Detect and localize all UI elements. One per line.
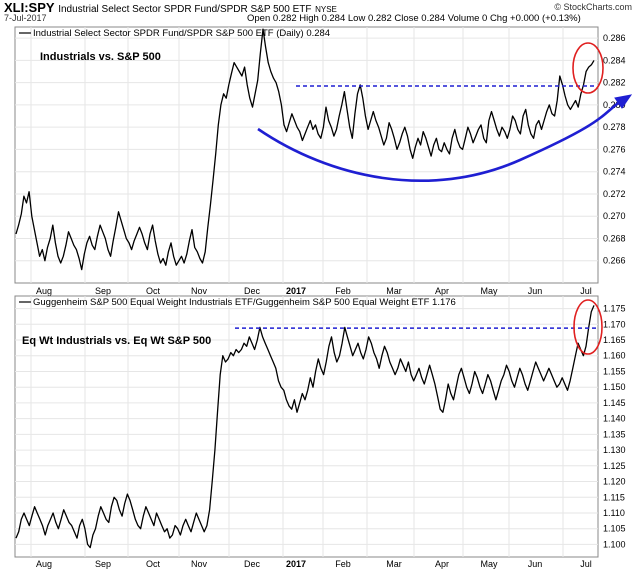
ohlc-readout: Open 0.282 High 0.284 Low 0.282 Close 0.… (247, 13, 581, 24)
x-tick-label: Nov (191, 559, 208, 569)
legend-label: Guggenheim S&P 500 Equal Weight Industri… (33, 297, 456, 308)
y-tick-label: 1.150 (603, 382, 626, 392)
y-tick-label: 1.125 (603, 461, 626, 471)
x-tick-label: Aug (36, 286, 52, 296)
x-tick-label: Mar (386, 286, 402, 296)
y-tick-label: 0.282 (603, 78, 626, 88)
chart-symbol: XLI:SPY Industrial Select Sector SPDR Fu… (4, 1, 337, 15)
x-tick-label: Apr (435, 286, 449, 296)
y-tick-label: 1.160 (603, 351, 626, 361)
y-tick-label: 0.278 (603, 122, 626, 132)
chart-date: 7-Jul-2017 (4, 13, 47, 23)
y-tick-label: 0.268 (603, 233, 626, 243)
x-tick-label: Oct (146, 559, 161, 569)
x-tick-label: Dec (244, 286, 261, 296)
chart-header: XLI:SPY Industrial Select Sector SPDR Fu… (0, 0, 640, 26)
symbol-text: XLI:SPY (4, 0, 55, 15)
breakout-circle (573, 299, 603, 355)
y-tick-label: 0.266 (603, 256, 626, 266)
series-line (15, 305, 595, 549)
y-tick-label: 1.105 (603, 524, 626, 534)
x-tick-label: Feb (335, 286, 351, 296)
y-tick-label: 0.270 (603, 211, 626, 221)
y-tick-label: 1.100 (603, 539, 626, 549)
stockcharts-brand: © StockCharts.com (554, 2, 632, 12)
y-tick-label: 1.140 (603, 414, 626, 424)
chart-annotation: Eq Wt Industrials vs. Eq Wt S&P 500 (22, 335, 211, 347)
breakout-circle (572, 42, 604, 94)
y-tick-label: 1.130 (603, 445, 626, 455)
y-tick-label: 1.115 (603, 492, 625, 502)
y-tick-label: 1.110 (603, 508, 625, 518)
chart-panel-1: 0.2860.2840.2820.2800.2780.2760.2740.272… (14, 26, 633, 296)
x-tick-label: Jul (580, 286, 592, 296)
y-tick-label: 1.155 (603, 366, 626, 376)
y-tick-label: 1.175 (603, 304, 626, 314)
y-tick-label: 0.276 (603, 144, 626, 154)
x-tick-label: 2017 (286, 286, 306, 296)
x-tick-label: Jun (528, 286, 543, 296)
x-tick-label: Oct (146, 286, 161, 296)
chart-annotation: Industrials vs. S&P 500 (40, 51, 161, 63)
x-tick-label: Sep (95, 286, 111, 296)
x-tick-label: Sep (95, 559, 111, 569)
y-tick-label: 1.135 (603, 429, 626, 439)
y-tick-label: 0.272 (603, 189, 626, 199)
x-tick-label: May (480, 286, 498, 296)
x-tick-label: 2017 (286, 559, 306, 569)
x-tick-label: Apr (435, 559, 449, 569)
x-tick-label: Jun (528, 559, 543, 569)
x-tick-label: Nov (191, 286, 208, 296)
y-tick-label: 0.274 (603, 167, 626, 177)
x-tick-label: Mar (386, 559, 402, 569)
y-tick-label: 1.170 (603, 319, 626, 329)
x-tick-label: Aug (36, 559, 52, 569)
y-tick-label: 1.165 (603, 335, 626, 345)
trend-curve (257, 96, 626, 183)
symbol-name: Industrial Select Sector SPDR Fund/SPDR … (58, 4, 312, 15)
chart-panel-2: 1.175 1.170 1.165 1.160 1.155 1.150 1.145 1.140… (14, 295, 626, 569)
exchange-label: NYSE (315, 5, 337, 14)
y-tick-label: 1.120 (603, 477, 626, 487)
x-tick-label: May (480, 559, 498, 569)
y-tick-label: 1.145 (603, 398, 626, 408)
x-tick-label: Jul (580, 559, 592, 569)
x-tick-label: Feb (335, 559, 351, 569)
trend-arrowhead (614, 94, 633, 109)
y-tick-label: 0.286 (603, 33, 626, 43)
plot-area (14, 295, 599, 558)
legend-label: Industrial Select Sector SPDR Fund/SPDR … (33, 28, 330, 39)
x-tick-label: Dec (244, 559, 261, 569)
series-line (15, 28, 595, 271)
y-tick-label: 0.284 (603, 55, 626, 65)
